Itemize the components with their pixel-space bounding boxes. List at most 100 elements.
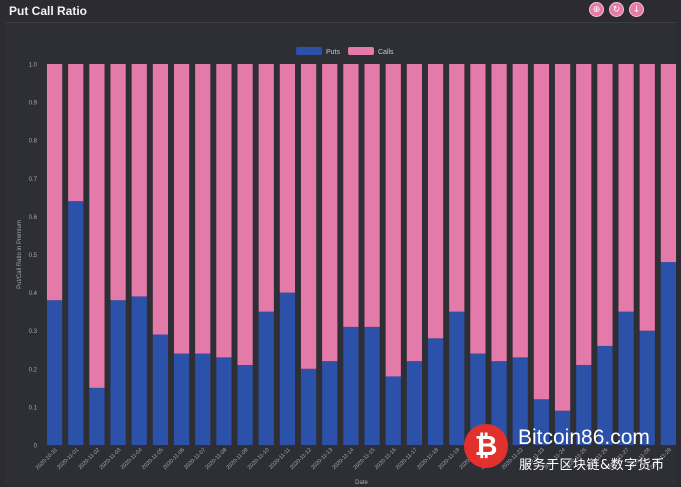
x-tick-label: 2020-11-01 — [56, 447, 80, 471]
x-axis-label: Date — [355, 480, 368, 486]
bar-calls — [110, 64, 126, 301]
bar-puts — [89, 387, 105, 445]
bar-puts — [110, 300, 126, 445]
legend-swatch-calls — [348, 47, 374, 55]
bar-puts — [364, 326, 380, 445]
legend-label-calls: Calls — [378, 49, 394, 56]
bar-calls — [343, 64, 359, 327]
bar-calls — [533, 64, 550, 400]
y-tick-label: 0.7 — [29, 177, 38, 183]
refresh-icon[interactable]: ↻ — [609, 2, 624, 17]
x-tick-label: 2020-11-18 — [416, 447, 440, 471]
bar-calls — [364, 64, 380, 327]
y-tick-label: 0.6 — [29, 215, 38, 221]
bar-puts — [279, 292, 296, 445]
bar-puts — [195, 353, 211, 445]
bar-puts — [46, 300, 63, 445]
bar-calls — [660, 64, 677, 263]
y-tick-label: 1.0 — [29, 63, 38, 69]
legend-swatch-puts — [296, 47, 322, 55]
bar-puts — [470, 353, 486, 445]
y-tick-label: 0.8 — [29, 139, 38, 145]
x-tick-label: 2020-11-05 — [141, 447, 165, 471]
x-tick-label: 2020-11-10 — [247, 447, 271, 471]
bar-puts — [68, 201, 84, 445]
bar-calls — [68, 64, 84, 202]
y-axis-label: Put/Call Ratio in Premium — [17, 220, 23, 289]
bar-calls — [89, 64, 105, 388]
bar-calls — [385, 64, 401, 377]
bar-calls — [470, 64, 486, 354]
y-tick-label: 0.5 — [29, 253, 38, 259]
bar-puts — [237, 364, 253, 445]
bar-puts — [322, 361, 338, 445]
x-tick-label: 2020-11-13 — [310, 447, 334, 471]
watermark-site: Bitcoin86.com — [518, 426, 650, 449]
watermark-tagline: 服务于区块链&数字货币 — [519, 458, 665, 473]
bar-calls — [152, 64, 169, 335]
bar-calls — [639, 64, 655, 331]
y-tick-label: 0.1 — [29, 405, 38, 411]
bar-puts — [173, 353, 190, 445]
bar-calls — [406, 64, 423, 362]
bar-calls — [322, 64, 338, 362]
x-tick-label: 2020-11-15 — [353, 447, 377, 471]
y-tick-label: 0.4 — [29, 291, 38, 297]
y-tick-label: 0 — [34, 444, 38, 450]
bitcoin-logo-icon: ₿ — [464, 424, 508, 468]
bar-calls — [512, 64, 528, 358]
bar-calls — [427, 64, 444, 339]
x-tick-label: 2020-10-31 — [35, 447, 59, 471]
bar-puts — [258, 311, 274, 445]
bar-calls — [554, 64, 571, 411]
x-tick-label: 2020-11-16 — [374, 447, 398, 471]
bar-calls — [300, 64, 317, 369]
bar-puts — [152, 334, 169, 445]
x-tick-label: 2020-11-12 — [289, 447, 313, 471]
zoom-icon[interactable]: ⊕ — [589, 2, 604, 17]
bar-puts — [406, 361, 423, 445]
x-tick-label: 2020-11-02 — [77, 447, 101, 471]
x-tick-label: 2020-11-17 — [395, 447, 419, 471]
y-tick-label: 0.9 — [29, 101, 38, 107]
y-tick-label: 0.3 — [29, 329, 38, 335]
chart-title: Put Call Ratio — [9, 4, 88, 18]
bar-calls — [237, 64, 253, 365]
bar-calls — [449, 64, 465, 312]
watermark: ₿ Bitcoin86.com 服务于区块链&数字货币 — [456, 420, 681, 480]
bar-calls — [46, 64, 63, 301]
x-tick-label: 2020-11-07 — [183, 447, 207, 471]
bar-puts — [533, 399, 550, 445]
bar-puts — [618, 311, 634, 445]
bar-calls — [131, 64, 147, 297]
bar-puts — [597, 345, 613, 445]
bar-puts — [660, 262, 677, 445]
x-tick-label: 2020-11-06 — [162, 447, 186, 471]
chart-toolbar: ⊕ ↻ ↓ — [589, 2, 644, 17]
bar-calls — [618, 64, 634, 312]
x-tick-label: 2020-11-03 — [99, 447, 123, 471]
bar-puts — [491, 361, 507, 445]
y-tick-label: 0.2 — [29, 367, 38, 373]
bar-calls — [195, 64, 211, 354]
bar-puts — [343, 326, 359, 445]
bar-calls — [173, 64, 190, 354]
bar-puts — [639, 330, 655, 445]
bar-puts — [385, 376, 401, 445]
bar-puts — [512, 357, 528, 445]
bar-calls — [597, 64, 613, 346]
legend-label-puts: Puts — [326, 49, 341, 56]
x-tick-label: 2020-11-08 — [204, 447, 228, 471]
bar-puts — [449, 311, 465, 445]
bar-calls — [279, 64, 296, 293]
bar-puts — [216, 357, 232, 445]
bar-calls — [576, 64, 592, 365]
x-tick-label: 2020-11-14 — [331, 447, 355, 471]
download-icon[interactable]: ↓ — [629, 2, 644, 17]
bar-calls — [258, 64, 274, 312]
bar-calls — [216, 64, 232, 358]
bar-puts — [427, 338, 444, 445]
bar-puts — [300, 368, 317, 445]
bar-calls — [491, 64, 507, 362]
